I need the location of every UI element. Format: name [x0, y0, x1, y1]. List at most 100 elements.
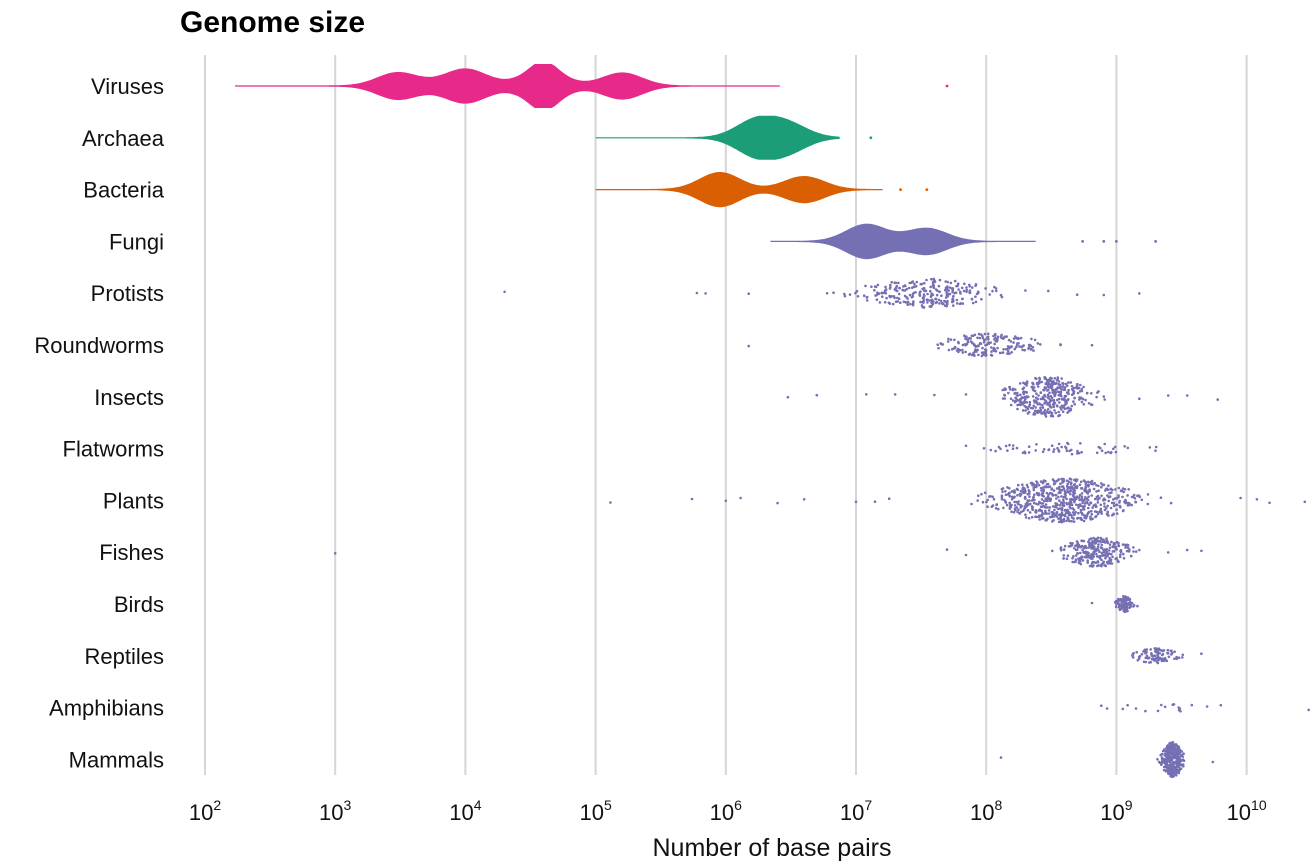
data-point	[1021, 451, 1025, 455]
outlier-point	[724, 499, 728, 503]
data-point	[1027, 445, 1031, 449]
data-point	[1106, 541, 1109, 545]
data-point	[1062, 503, 1065, 507]
category-label: Reptiles	[85, 644, 164, 669]
data-point	[1074, 554, 1078, 557]
data-point	[1008, 388, 1012, 391]
data-point	[928, 299, 932, 302]
data-point	[1018, 345, 1021, 348]
data-point	[1030, 515, 1034, 519]
data-point	[1008, 506, 1012, 509]
data-point	[1070, 452, 1074, 456]
data-point	[1082, 507, 1086, 511]
data-point	[945, 301, 949, 305]
data-point	[941, 302, 944, 306]
outlier-point	[933, 393, 936, 397]
data-point	[1097, 539, 1100, 543]
data-point	[1041, 395, 1045, 399]
data-point	[1057, 495, 1060, 499]
data-point	[1057, 397, 1061, 401]
outlier-point	[1166, 394, 1170, 397]
data-point	[1044, 503, 1048, 506]
data-point	[891, 302, 895, 306]
data-point	[1027, 347, 1030, 351]
data-point	[1020, 396, 1024, 399]
data-point	[1028, 403, 1032, 406]
violin-shape	[595, 115, 840, 160]
data-point	[1003, 387, 1007, 390]
data-point	[1171, 741, 1175, 744]
data-point	[1032, 488, 1036, 492]
data-point	[938, 302, 941, 305]
data-point	[1083, 544, 1087, 548]
data-point	[843, 292, 846, 296]
data-point	[1063, 386, 1067, 389]
data-point	[991, 504, 995, 507]
data-point	[1039, 343, 1042, 346]
data-point	[1028, 400, 1032, 404]
data-point	[1027, 395, 1030, 399]
data-point	[1169, 759, 1172, 763]
data-point	[922, 297, 925, 300]
data-point	[1048, 403, 1051, 407]
data-point	[899, 301, 902, 305]
data-point	[1048, 401, 1051, 404]
data-point	[948, 292, 952, 296]
data-point	[856, 295, 860, 298]
outlier-point	[690, 497, 694, 501]
data-point	[958, 302, 962, 306]
data-point	[1104, 451, 1107, 455]
data-point	[982, 353, 985, 356]
data-point	[1080, 544, 1084, 548]
outlier-point	[854, 500, 858, 504]
data-point	[1052, 511, 1055, 514]
data-point	[1049, 379, 1053, 383]
data-point	[957, 288, 960, 291]
data-point	[1062, 478, 1065, 482]
data-point	[994, 449, 997, 453]
data-point	[1171, 751, 1174, 754]
data-point	[1056, 387, 1059, 390]
data-point	[1170, 773, 1173, 776]
outlier-point	[1115, 240, 1118, 243]
data-point	[1055, 487, 1059, 490]
data-point	[990, 350, 993, 353]
data-point	[1025, 483, 1029, 487]
outlier-point	[1154, 240, 1157, 243]
data-point	[1069, 544, 1072, 548]
data-point	[926, 292, 929, 296]
data-point	[1079, 551, 1082, 555]
data-point	[1089, 515, 1092, 519]
data-point	[1182, 765, 1185, 768]
data-point	[1013, 500, 1016, 504]
data-point	[1015, 394, 1019, 397]
data-point	[946, 280, 949, 284]
data-point	[1083, 498, 1086, 501]
data-point	[1050, 444, 1054, 448]
data-point	[1007, 347, 1011, 350]
data-point	[1114, 488, 1117, 491]
data-point	[945, 286, 949, 290]
data-point	[1056, 446, 1059, 450]
outlier-point	[739, 496, 742, 500]
data-point	[1049, 498, 1053, 501]
data-point	[1041, 491, 1045, 495]
data-point	[1069, 492, 1072, 496]
data-point	[937, 346, 940, 350]
data-point	[1044, 395, 1047, 398]
outlier-point	[1200, 549, 1203, 553]
data-point	[1028, 499, 1031, 502]
data-point	[947, 348, 951, 352]
data-point	[1021, 483, 1024, 487]
data-point	[1051, 494, 1054, 497]
data-point	[1074, 478, 1077, 481]
data-point	[984, 343, 987, 347]
data-point	[919, 282, 922, 286]
data-point	[1178, 750, 1181, 754]
data-point	[1019, 493, 1023, 496]
data-point	[1008, 491, 1011, 495]
data-point	[1011, 444, 1015, 447]
data-point	[981, 336, 985, 340]
data-point	[1031, 395, 1035, 398]
data-point	[1129, 554, 1133, 558]
